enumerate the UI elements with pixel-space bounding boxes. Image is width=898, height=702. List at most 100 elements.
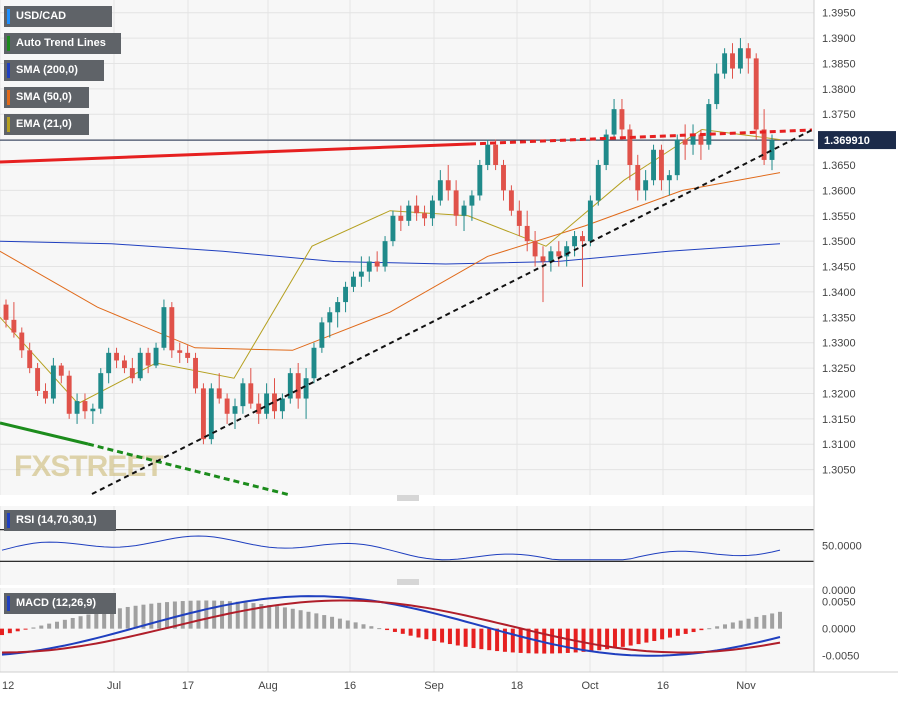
macd-histogram-bar: [0, 628, 4, 636]
candle-body: [374, 261, 380, 267]
candle-body: [706, 104, 712, 145]
candle-body: [595, 165, 601, 201]
candle-body: [106, 352, 112, 374]
legend-sma200-label: SMA (200,0): [16, 64, 78, 76]
candle-body: [200, 388, 206, 440]
candle-body: [98, 373, 104, 409]
candle-body: [524, 225, 530, 242]
macd-histogram-bar: [408, 628, 413, 636]
candle-body: [745, 48, 751, 59]
macd-histogram-bar: [62, 619, 67, 629]
candle-body: [122, 360, 127, 369]
resistance-trendline: [0, 142, 471, 164]
price-tick-label: 1.3350: [822, 312, 856, 324]
candle-body: [169, 307, 175, 351]
macd-histogram-bar: [196, 600, 201, 629]
macd-histogram-bar: [730, 622, 735, 629]
legend-rsi-swatch: [7, 513, 10, 528]
candle-body: [690, 134, 696, 145]
time-tick-label: 16: [344, 680, 356, 692]
time-tick-label: Sep: [424, 680, 444, 692]
macd-histogram-bar: [172, 601, 177, 629]
candle-body: [682, 139, 688, 145]
macd-histogram-bar: [518, 628, 523, 653]
legend-macd-label: MACD (12,26,9): [16, 597, 97, 609]
macd-histogram-bar: [149, 603, 154, 629]
legend-symbol[interactable]: USD/CAD: [4, 6, 112, 27]
main-pane-bg: [0, 0, 814, 495]
candle-body: [145, 352, 151, 366]
price-tick-label: 1.3750: [822, 109, 856, 121]
macd-histogram-bar: [337, 618, 342, 629]
candle-body: [587, 200, 593, 242]
candle-body: [66, 375, 72, 414]
candle-body: [208, 388, 214, 440]
macd-histogram-bar: [660, 628, 665, 640]
macd-histogram-bar: [117, 608, 122, 629]
macd-histogram-bar: [345, 620, 350, 629]
legend-ema21-label: EMA (21,0): [16, 118, 72, 130]
candle-body: [366, 261, 372, 272]
candle-body: [161, 307, 167, 348]
time-tick-label: Nov: [736, 680, 756, 692]
candle-body: [382, 241, 388, 267]
candle-body: [216, 388, 222, 399]
macd-histogram-bar: [259, 604, 264, 629]
legend-sma50[interactable]: SMA (50,0): [4, 87, 89, 108]
candle-body: [406, 205, 412, 221]
macd-histogram-bar: [322, 615, 327, 629]
macd-histogram-bar: [188, 600, 193, 629]
candle-body: [619, 109, 625, 130]
legend-sma50-swatch: [7, 90, 10, 105]
time-tick-label: Oct: [581, 680, 598, 692]
price-tick-label: 1.3200: [822, 388, 856, 400]
candle-body: [319, 322, 325, 348]
macd-histogram-bar: [691, 628, 696, 633]
macd-histogram-bar: [612, 628, 617, 649]
candle-body: [351, 276, 356, 287]
legend-sma200[interactable]: SMA (200,0): [4, 60, 104, 81]
macd-histogram-bar: [94, 612, 99, 629]
macd-histogram-bar: [39, 625, 44, 629]
candle-body: [556, 251, 562, 257]
macd-histogram-bar: [392, 628, 397, 632]
candle-body: [193, 357, 198, 389]
macd-histogram-bar: [55, 621, 60, 629]
candle-body: [714, 73, 720, 105]
candle-body: [185, 352, 191, 358]
candle-body: [516, 210, 522, 226]
legend-rsi-label: RSI (14,70,30,1): [16, 514, 97, 526]
legend-trend-lines[interactable]: Auto Trend Lines: [4, 33, 121, 54]
macd-histogram-bar: [47, 623, 52, 629]
time-tick-label: 16: [657, 680, 669, 692]
current-price-marker: [818, 131, 896, 150]
macd-histogram-bar: [550, 628, 555, 654]
macd-histogram-bar: [463, 628, 468, 647]
candle-body: [11, 319, 17, 333]
candle-body: [658, 149, 664, 181]
price-tick-label: 1.3500: [822, 236, 856, 248]
macd-histogram-bar: [502, 628, 507, 652]
macd-histogram-bar: [125, 606, 130, 629]
legend-rsi[interactable]: RSI (14,70,30,1): [4, 510, 116, 531]
macd-histogram-bar: [636, 628, 641, 645]
macd-histogram-bar: [707, 628, 712, 630]
legend-macd[interactable]: MACD (12,26,9): [4, 593, 116, 614]
legend-ema21[interactable]: EMA (21,0): [4, 114, 89, 135]
macd-histogram-bar: [204, 600, 209, 629]
candle-body: [19, 332, 25, 351]
candle-body: [603, 134, 609, 165]
candle-body: [153, 347, 159, 366]
candle-body: [398, 215, 404, 221]
legend-ema21-swatch: [7, 117, 10, 132]
legend-sma50-label: SMA (50,0): [16, 91, 72, 103]
macd-histogram-bar: [432, 628, 437, 641]
macd-tick-label: 0.0000: [822, 624, 856, 636]
legend-trend-label: Auto Trend Lines: [16, 37, 106, 49]
candle-body: [414, 205, 420, 214]
macd-histogram-bar: [746, 618, 751, 629]
candle-body: [572, 236, 578, 247]
candle-body: [737, 48, 743, 69]
